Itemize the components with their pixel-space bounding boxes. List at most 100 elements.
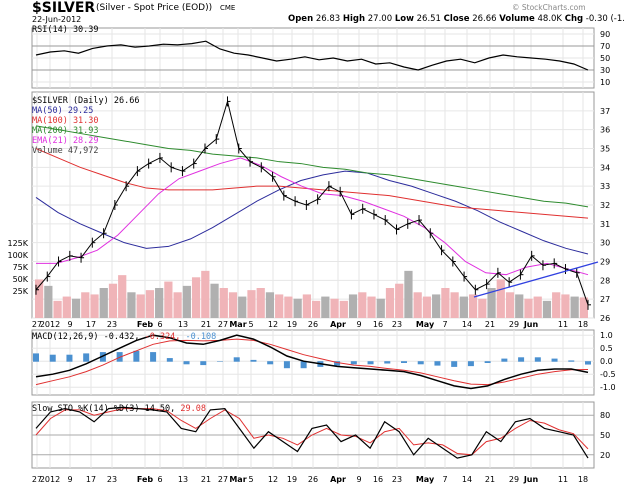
x-tick-label: 5 <box>248 320 253 329</box>
x-tick-label-bottom: Apr <box>330 475 346 484</box>
ma-line <box>35 148 589 219</box>
x-tick-label-bottom: 11 <box>558 475 568 484</box>
x-tick-label-bottom: 9 <box>356 475 361 484</box>
volume-bar <box>219 288 228 318</box>
volume-bar <box>173 292 182 318</box>
macd-histogram-bar <box>534 357 541 362</box>
quote-summary: Open 26.83 High 27.00 Low 26.51 Close 26… <box>288 14 624 24</box>
price-tick-label: 37 <box>600 107 610 116</box>
x-tick-label-bottom: 23 <box>392 475 402 484</box>
x-tick-label: 2012 <box>40 320 60 329</box>
macd-histogram-bar <box>585 361 591 365</box>
volume-bar <box>265 292 275 318</box>
macd-histogram-bar <box>166 358 173 362</box>
price-legend: $SILVER (Daily) 26.66 MA(50) 29.25 MA(10… <box>32 96 139 156</box>
volume-bar <box>302 294 311 318</box>
volume-tick-label: 25K <box>13 287 29 296</box>
macd-tick-label: -0.5 <box>600 370 616 379</box>
macd-histogram-bar <box>350 361 357 365</box>
symbol-description: (Silver - Spot Price (EOD)) <box>96 3 213 13</box>
volume-tick-label: 50K <box>13 275 29 284</box>
macd-histogram-bar <box>133 350 140 362</box>
price-tick-label: 35 <box>600 145 610 154</box>
x-tick-label: 13 <box>178 320 188 329</box>
x-tick-label: 21 <box>201 320 211 329</box>
volume-bar <box>312 300 321 318</box>
volume-tick-label: 75K <box>13 263 29 272</box>
x-tick-label-bottom: 27 <box>32 475 42 484</box>
macd-histogram-bar <box>551 358 558 362</box>
volume-bar <box>256 288 265 318</box>
volume-bar <box>136 294 145 318</box>
macd-tick-label: 1.0 <box>600 331 613 340</box>
x-tick-label: 23 <box>392 320 402 329</box>
volume-tick-label: 100K <box>7 251 28 260</box>
volume-bar <box>90 294 99 318</box>
exchange: CME <box>220 4 236 12</box>
price-tick-label: 34 <box>600 163 610 172</box>
volume-bar <box>376 298 385 318</box>
x-tick-label: 9 <box>356 320 361 329</box>
x-tick-label-bottom: 14 <box>462 475 472 484</box>
volume-bar <box>182 285 191 318</box>
volume-bar <box>496 279 505 318</box>
legend-ma100: MA(100) 31.30 <box>32 116 99 126</box>
x-tick-label: 27 <box>218 320 228 329</box>
macd-histogram-bar <box>384 361 391 364</box>
x-tick-label-bottom: 2012 <box>40 475 60 484</box>
macd-histogram-bar <box>334 361 341 366</box>
x-tick-label: 18 <box>578 320 588 329</box>
volume-bar <box>515 294 524 318</box>
x-tick-label: 16 <box>373 320 383 329</box>
rsi-tick-label: 90 <box>600 30 610 39</box>
volume-bar <box>367 296 376 318</box>
volume-bar <box>561 294 570 318</box>
price-line <box>35 99 589 305</box>
volume-bar <box>552 292 561 318</box>
macd-histogram-bar <box>150 352 157 362</box>
macd-tick-label: 0.5 <box>600 344 613 353</box>
volume-bar <box>247 290 256 318</box>
volume-bar <box>413 292 422 318</box>
volume-bar <box>321 296 330 318</box>
x-tick-label-bottom: 29 <box>509 475 519 484</box>
volume-bar <box>450 292 459 318</box>
x-tick-label-bottom: 5 <box>248 475 253 484</box>
volume-bar <box>468 294 478 318</box>
price-tick-label: 30 <box>600 239 610 248</box>
price-tick-label: 33 <box>600 182 610 191</box>
volume-bar <box>164 281 173 318</box>
volume-bar <box>284 296 293 318</box>
volume-bar <box>432 294 441 318</box>
macd-histogram-bar <box>33 353 39 362</box>
macd-histogram-bar <box>367 361 374 365</box>
volume-bar <box>358 292 367 318</box>
x-tick-label-bottom: Mar <box>229 475 246 484</box>
x-tick-label: Mar <box>229 320 246 329</box>
volume-bar <box>201 270 210 318</box>
x-tick-label-bottom: 27 <box>218 475 228 484</box>
date: 22-Jun-2012 <box>32 15 82 24</box>
volume-bar <box>330 298 339 318</box>
sto-tick-label: 80 <box>600 411 610 420</box>
x-tick-label: Feb <box>137 320 154 329</box>
volume-bar <box>35 279 44 318</box>
macd-histogram-bar <box>49 354 56 362</box>
volume-bar <box>99 288 108 318</box>
x-tick-label-bottom: 21 <box>485 475 495 484</box>
volume-bar <box>155 288 164 318</box>
volume-bar <box>524 298 533 318</box>
macd-histogram-bar <box>401 361 407 363</box>
macd-histogram-bar <box>484 361 491 363</box>
macd-histogram-bar <box>217 361 223 362</box>
volume-bar <box>422 296 432 318</box>
macd-histogram-bar <box>417 361 424 365</box>
volume-bar <box>228 292 238 318</box>
volume-bar <box>71 298 81 318</box>
macd-histogram-bar <box>518 357 525 362</box>
x-tick-label-bottom: 13 <box>178 475 188 484</box>
volume-bar <box>459 296 468 318</box>
macd-histogram-bar <box>267 361 274 365</box>
x-tick-label-bottom: 21 <box>201 475 211 484</box>
x-tick-label-bottom: 12 <box>268 475 278 484</box>
